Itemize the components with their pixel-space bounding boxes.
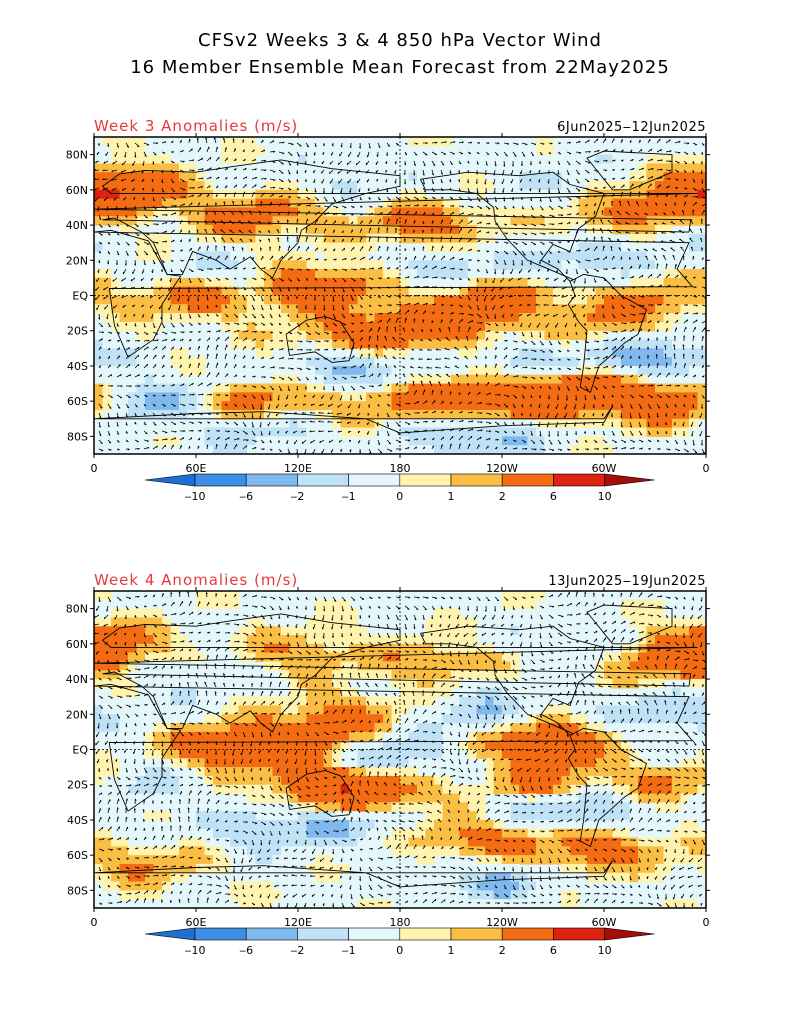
lat-tick-label: 60N [66,638,88,651]
colorbar-tick-label: ‒1 [342,490,356,503]
lat-tick-label: 40S [67,814,88,827]
lat-tick-label: 80S [67,884,88,897]
lon-tick-label: 120W [486,462,518,475]
colorbar-tick-label: 6 [550,490,557,503]
lon-tick-label: 60E [186,462,207,475]
lon-tick-label: 120E [284,462,312,475]
colorbar-tick-label: 10 [598,490,612,503]
lon-tick-label: 180 [390,462,411,475]
colorbar-tick-label: 10 [598,944,612,957]
colorbar-tick-label: ‒2 [290,944,304,957]
lat-tick-label: EQ [72,290,88,303]
lon-tick-label: 120W [486,916,518,929]
colorbar-tick-label: 1 [448,944,455,957]
lon-tick-label: 0 [91,462,98,475]
colorbar-tick-label: ‒6 [239,944,253,957]
lat-tick-label: 80N [66,149,88,162]
lat-tick-label: 60S [67,395,88,408]
lat-tick-label: 40N [66,219,88,232]
colorbar-tick-label: 2 [499,490,506,503]
lat-tick-label: 40N [66,673,88,686]
colorbar-tick-label: 1 [448,490,455,503]
colorbar-tick-label: 2 [499,944,506,957]
lat-tick-label: 20S [67,325,88,338]
figure-title: CFSv2 Weeks 3 & 4 850 hPa Vector Wind [0,30,800,51]
lat-tick-label: 40S [67,360,88,373]
lon-tick-label: 60E [186,916,207,929]
colorbar-tick-label: ‒6 [239,490,253,503]
lat-tick-label: 60S [67,849,88,862]
colorbar-tick-label: 0 [396,944,403,957]
figure-subtitle: 16 Member Ensemble Mean Forecast from 22… [0,57,800,78]
week3-panel: Week 3 Anomalies (m/s) 6Jun2025‒12Jun202… [0,110,800,580]
lat-tick-label: 20S [67,779,88,792]
lat-tick-label: 20N [66,254,88,267]
lon-tick-label: 60W [592,916,617,929]
colorbar-tick-label: ‒10 [185,944,206,957]
anomaly-field [94,137,708,455]
lat-tick-label: 20N [66,708,88,721]
colorbar-tick-label: ‒10 [185,490,206,503]
lat-tick-label: 80S [67,430,88,443]
lon-tick-label: 180 [390,916,411,929]
lon-tick-label: 0 [703,916,710,929]
lon-tick-label: 120E [284,916,312,929]
anomaly-field [94,591,708,909]
lat-tick-label: EQ [72,744,88,757]
lat-tick-label: 80N [66,603,88,616]
lon-tick-label: 60W [592,462,617,475]
lon-tick-label: 0 [91,916,98,929]
colorbar-tick-label: ‒1 [342,944,356,957]
colorbar-tick-label: 6 [550,944,557,957]
colorbar-tick-label: 0 [396,490,403,503]
lon-tick-label: 0 [703,462,710,475]
week4-panel: Week 4 Anomalies (m/s) 13Jun2025‒19Jun20… [0,564,800,1034]
lat-tick-label: 60N [66,184,88,197]
colorbar-tick-label: ‒2 [290,490,304,503]
